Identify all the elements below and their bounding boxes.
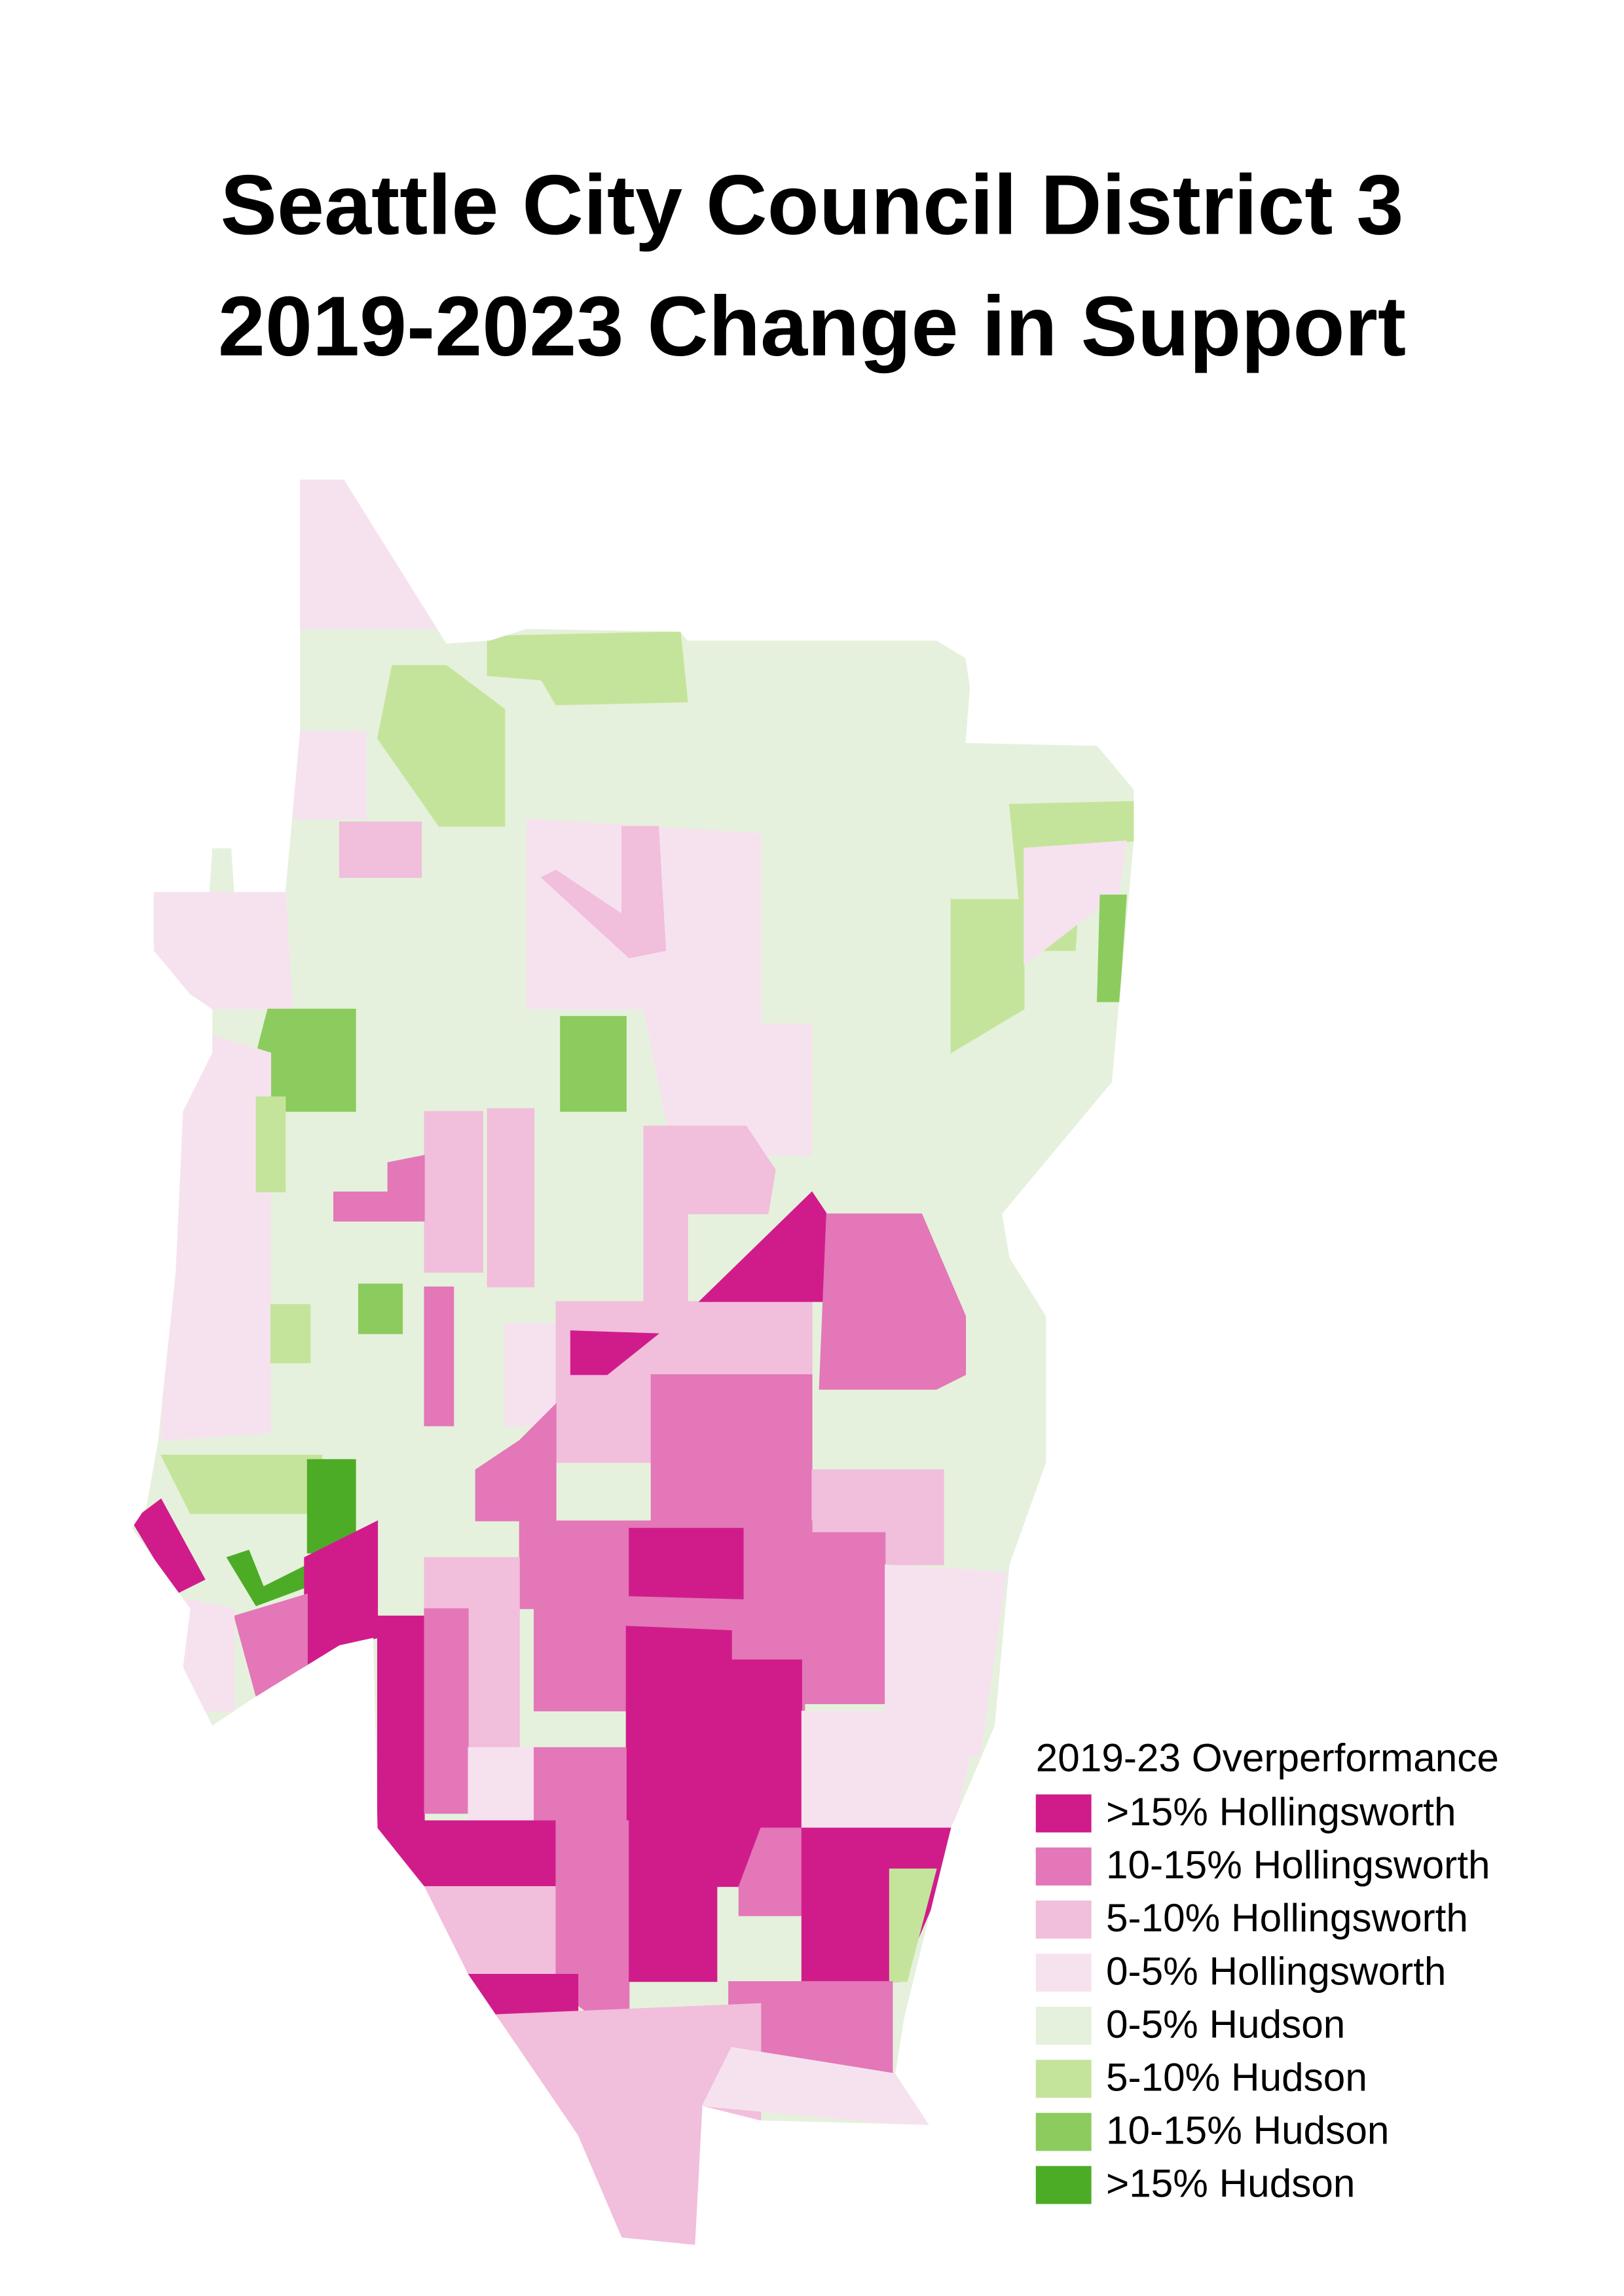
precinct — [1097, 894, 1127, 1002]
legend-label: 10-15% Hollingsworth — [1106, 1842, 1490, 1887]
precinct — [377, 1615, 425, 1821]
precinct — [487, 631, 688, 706]
legend-label: >15% Hudson — [1106, 2161, 1355, 2206]
legend-label: 5-10% Hudson — [1106, 2054, 1367, 2099]
precinct — [629, 1820, 762, 1982]
legend-title: 2019-23 Overperformance — [1036, 1735, 1499, 1779]
district-map — [132, 479, 1134, 2245]
precinct — [731, 1659, 802, 1829]
precinct — [625, 1626, 732, 1821]
precinct — [339, 821, 422, 878]
precinct — [738, 1827, 802, 1916]
precinct — [255, 1096, 286, 1193]
precinct — [534, 1747, 627, 1821]
precinct — [333, 1154, 425, 1222]
precinct — [377, 665, 506, 827]
precinct — [160, 1023, 272, 1441]
title-line: 2019-2023 Change in Support — [218, 280, 1406, 374]
legend-swatch — [1035, 1900, 1092, 1939]
precinct — [409, 1886, 557, 1975]
legend-swatch — [1035, 2166, 1092, 2204]
precinct — [889, 1868, 937, 1982]
legend-label: 0-5% Hollingsworth — [1106, 1948, 1446, 1993]
precinct — [540, 826, 667, 958]
precinct — [285, 731, 367, 820]
precinct — [468, 1747, 535, 1821]
legend-swatch — [1035, 2060, 1092, 2098]
legend: 2019-23 Overperformance >15% Hollingswor… — [1036, 1735, 1499, 2205]
legend-label: 10-15% Hudson — [1106, 2108, 1389, 2153]
precinct — [482, 2003, 762, 2245]
legend-swatch — [1035, 2113, 1092, 2151]
precinct — [424, 1608, 469, 1814]
precinct — [570, 1330, 659, 1376]
precinct — [819, 1213, 967, 1390]
legend-swatch — [1035, 1847, 1092, 1886]
legend-label: >15% Hollingsworth — [1106, 1789, 1456, 1834]
legend-swatch — [1035, 2007, 1092, 2045]
precinct — [365, 1820, 557, 1887]
precinct — [487, 1108, 535, 1288]
legend-swatch — [1035, 1794, 1092, 1832]
precinct — [358, 1283, 403, 1334]
precinct — [270, 1303, 311, 1364]
precinct — [160, 1594, 235, 1712]
precinct — [801, 1827, 967, 1982]
precinct — [560, 1015, 627, 1112]
precinct — [504, 1322, 557, 1427]
precinct — [153, 892, 293, 1010]
precinct — [424, 1286, 454, 1427]
precinct — [801, 1710, 981, 1829]
precinct — [629, 1527, 744, 1602]
legend-label: 5-10% Hollingsworth — [1106, 1895, 1468, 1940]
precinct — [475, 1403, 557, 1522]
precinct — [804, 1532, 886, 1704]
legend-label: 0-5% Hudson — [1106, 2001, 1345, 2046]
precinct — [950, 899, 1025, 1054]
precinct — [299, 479, 440, 630]
precinct — [1024, 840, 1127, 966]
legend-swatch — [1035, 1954, 1092, 1992]
title-line: Seattle City Council District 3 — [221, 158, 1404, 252]
precinct — [424, 1111, 483, 1273]
precinct — [885, 1564, 1007, 1756]
